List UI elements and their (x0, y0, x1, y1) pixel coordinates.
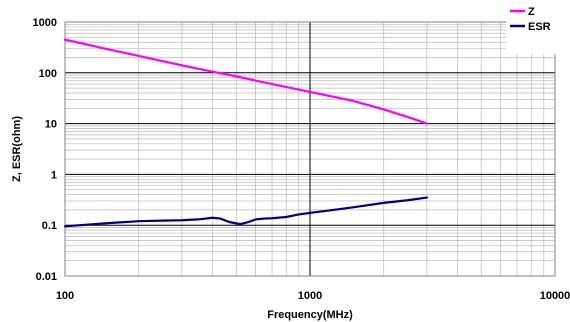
series-line-z (63, 38, 428, 125)
y-tick-label: 10 (45, 119, 57, 131)
y-tick-label: 0.01 (36, 271, 57, 283)
y-tick-labels: 0.01 0.1 1 10 100 1000 (33, 17, 57, 283)
x-axis-label: Frequency(MHz) (267, 309, 353, 321)
y-tick-label: 0.1 (42, 220, 57, 232)
y-tick-label: 1000 (33, 17, 57, 29)
y-axis-label: Z, ESR(ohm) (11, 116, 23, 182)
x-tick-label: 100 (56, 290, 74, 302)
plot-frame (64, 21, 556, 277)
legend: Z ESR (506, 2, 564, 54)
legend-label-esr: ESR (528, 21, 551, 33)
y-tick-label: 100 (39, 68, 57, 80)
y-tick-label: 1 (51, 169, 57, 181)
x-tick-label: 10000 (540, 290, 570, 302)
x-tick-label: 1000 (298, 290, 322, 302)
x-tick-labels: 100 1000 10000 (56, 290, 570, 302)
series-line-esr (63, 196, 428, 228)
series-layer (63, 38, 428, 228)
legend-label-z: Z (528, 6, 535, 18)
